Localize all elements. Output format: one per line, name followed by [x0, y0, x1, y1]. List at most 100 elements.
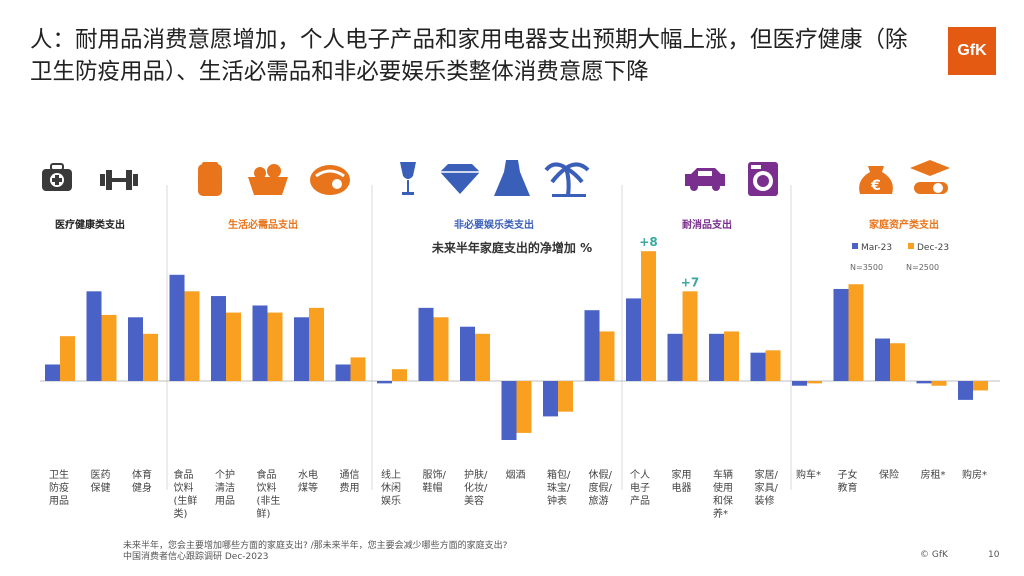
bar-dec23-9	[433, 317, 449, 381]
bar-mar23-20	[875, 338, 890, 381]
bar-dec23-19	[848, 284, 864, 381]
bar-mar23-15	[667, 333, 683, 381]
bar-mar23-13	[584, 310, 600, 381]
bar-mar23-11	[501, 381, 517, 440]
category-label-17: 家居/家具/装修	[755, 468, 779, 507]
bar-mar23-8	[377, 381, 392, 384]
bar-dec23-0	[60, 336, 75, 381]
bar-dec23-17	[765, 350, 781, 381]
bar-dec23-11	[516, 381, 532, 433]
category-label-14: 个人电子产品	[630, 469, 650, 507]
category-label-12: 箱包/珠宝/钟表	[547, 468, 571, 507]
category-label-13: 休假/度假/旅游	[589, 468, 613, 507]
bar-mar23-1	[86, 291, 102, 381]
bar-mar23-3	[169, 274, 185, 381]
bar-dec23-20	[890, 343, 905, 381]
group-title-3: 耐消品支出	[682, 218, 732, 231]
bar-dec23-3	[184, 291, 200, 381]
canned-food-icon	[198, 162, 222, 196]
page-title: 人：耐用品消费意愿增加，个人电子产品和家用电器支出预期大幅上涨，但医疗健康（除卫…	[30, 27, 908, 85]
bar-mar23-22	[958, 381, 973, 400]
bar-dec23-8	[392, 369, 407, 381]
category-label-18: 购车*	[796, 468, 821, 481]
bar-mar23-16	[709, 333, 724, 381]
bar-dec23-4	[226, 312, 241, 381]
legend-sample-0: N=3500	[850, 263, 883, 272]
wine-glass-icon	[400, 162, 416, 195]
bar-dec23-15	[682, 291, 698, 381]
bar-dec23-1	[101, 314, 117, 381]
legend-swatch-0	[852, 243, 858, 249]
bar-dec23-7	[350, 357, 366, 381]
vegetables-basket-icon	[248, 164, 288, 195]
bar-mar23-21	[916, 381, 932, 384]
meat-icon	[310, 165, 350, 195]
category-label-21: 房租*	[921, 468, 946, 481]
category-label-2: 体育健身	[132, 468, 152, 494]
category-label-5: 食品饮料(非生鲜)	[257, 468, 281, 520]
svg-text:€: €	[870, 178, 881, 194]
chart-subtitle: 未来半年家庭支出的净增加 %	[431, 240, 592, 255]
gfk-logo: GfK	[948, 27, 996, 75]
bar-mar23-0	[45, 364, 60, 381]
bar-dec23-12	[558, 381, 573, 412]
group-title-0: 医疗健康类支出	[55, 218, 125, 231]
bar-dec23-18	[807, 381, 822, 384]
legend-label-0: Mar-23	[861, 243, 892, 253]
bar-dec23-10	[475, 333, 490, 381]
bar-dec23-13	[599, 331, 615, 381]
footer-source: 中国消费者信心跟踪调研 Dec-2023	[123, 552, 269, 562]
bar-mar23-4	[211, 296, 226, 381]
legend-label-1: Dec-23	[917, 243, 949, 253]
category-label-1: 医药保健	[91, 469, 111, 494]
category-label-19: 子女教育	[838, 468, 858, 494]
graduation-cap-icon	[910, 160, 950, 194]
bar-dec23-5	[267, 312, 283, 381]
bar-mar23-14	[626, 298, 641, 381]
bar-mar23-6	[294, 317, 309, 381]
data-label-1: +7	[681, 275, 699, 289]
category-label-22: 购房*	[962, 468, 987, 481]
page-number: 10	[988, 550, 1000, 560]
bar-dec23-6	[309, 307, 324, 381]
first-aid-kit-icon	[42, 163, 72, 191]
bar-dec23-16	[724, 331, 739, 381]
footer-question: 未来半年，您会主要增加哪些方面的家庭支出? /那未来半年，您主要会减少哪些方面的…	[123, 541, 508, 551]
group-title-1: 生活必需品支出	[228, 218, 298, 231]
bar-mar23-12	[543, 381, 558, 417]
category-label-4: 个护清洁用品	[215, 468, 235, 507]
washing-machine-icon	[748, 162, 778, 196]
category-label-11: 烟酒	[506, 468, 526, 481]
bar-mar23-7	[335, 364, 351, 381]
category-label-9: 服饰/鞋帽	[423, 468, 447, 494]
legend-sample-1: N=2500	[906, 263, 939, 272]
palm-tree-icon	[544, 162, 590, 197]
data-label-0: +8	[639, 235, 657, 249]
category-label-20: 保险	[879, 468, 899, 481]
bar-dec23-2	[143, 333, 158, 381]
bar-dec23-14	[641, 251, 656, 381]
car-icon	[685, 168, 725, 191]
money-bag-icon: €	[859, 166, 893, 194]
dumbbell-icon	[100, 170, 138, 190]
bar-mar23-19	[833, 288, 849, 381]
category-label-8: 线上休闲娱乐	[381, 468, 401, 507]
bar-mar23-2	[128, 317, 143, 381]
category-label-3: 食品饮料(生鲜类)	[174, 468, 198, 520]
category-label-10: 护肤/化妆/美容	[464, 468, 488, 507]
bar-dec23-21	[931, 381, 947, 386]
footer-copyright: © GfK	[920, 550, 948, 560]
diamond-icon	[440, 164, 480, 194]
group-title-2: 非必要娱乐类支出	[454, 218, 534, 231]
category-label-16: 车辆使用和保养*	[713, 468, 733, 520]
bar-mar23-5	[252, 305, 268, 381]
bar-mar23-10	[460, 326, 475, 381]
bar-dec23-22	[973, 381, 988, 391]
category-label-15: 家用电器	[672, 468, 692, 494]
bar-mar23-18	[792, 381, 807, 386]
category-label-7: 通信费用	[340, 469, 360, 494]
bar-mar23-9	[418, 307, 434, 381]
category-label-0: 卫生防疫用品	[49, 468, 69, 507]
dress-icon	[494, 160, 530, 196]
